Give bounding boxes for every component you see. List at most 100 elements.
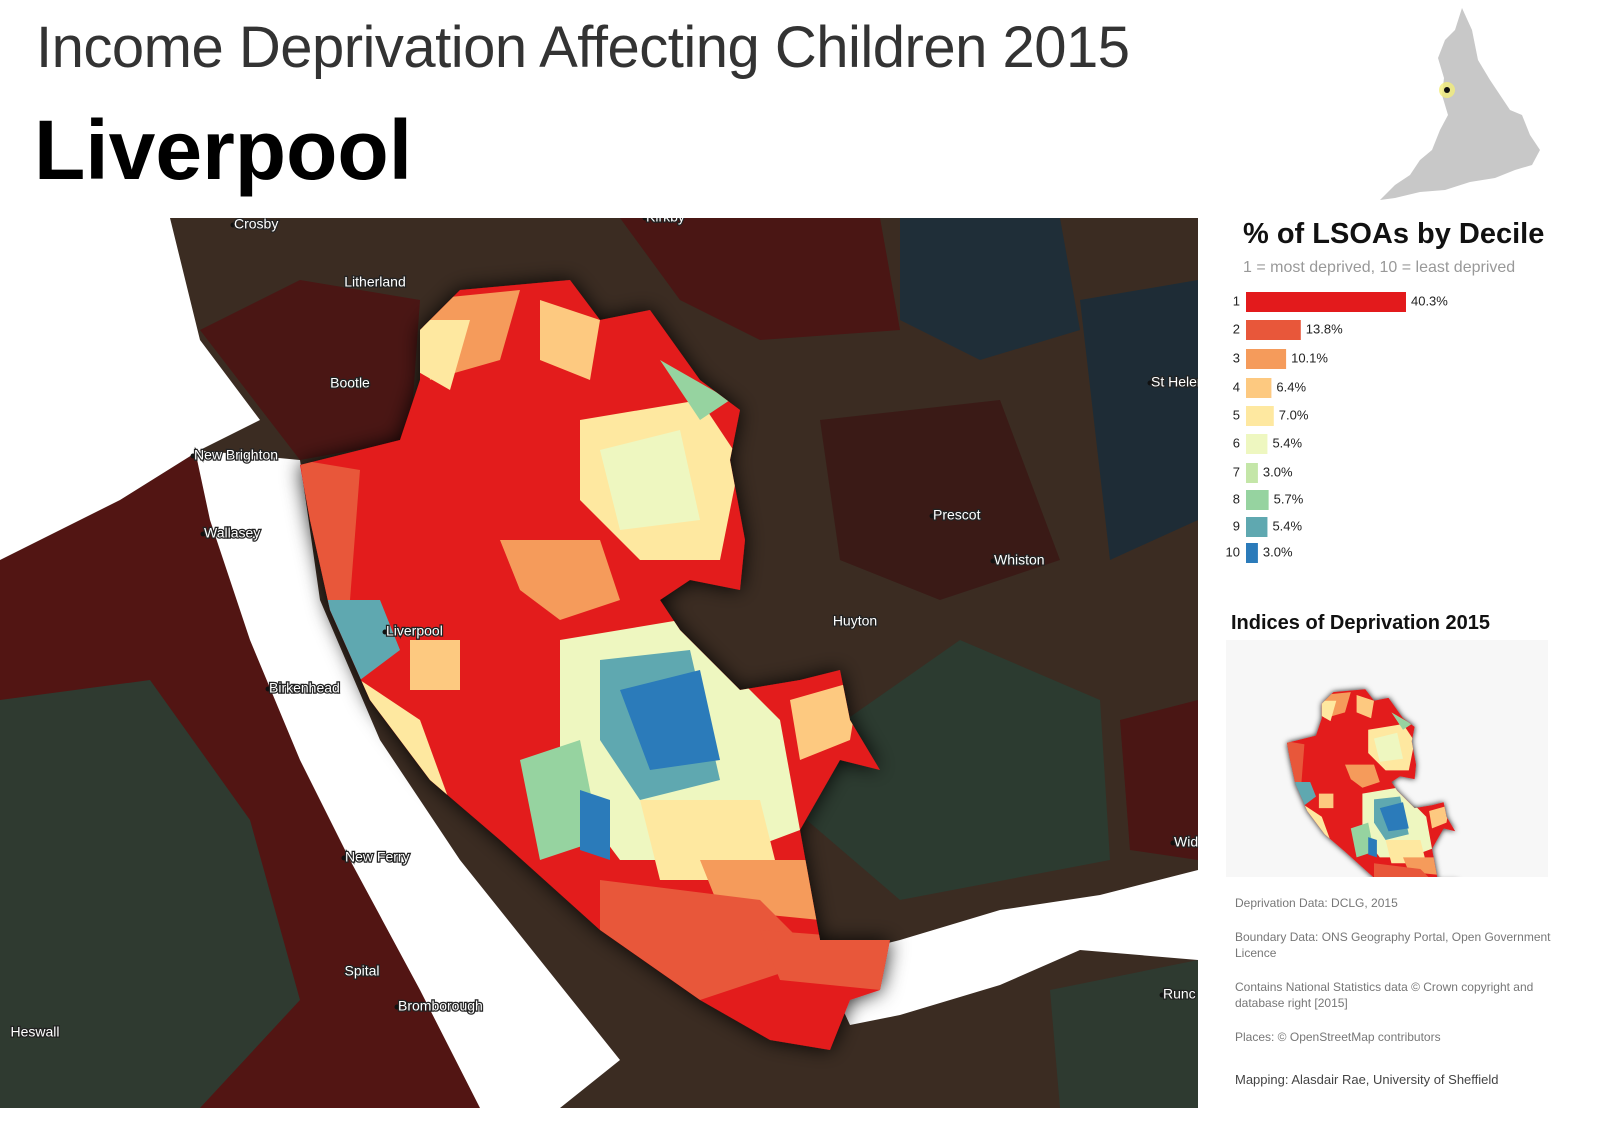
place-dot	[394, 1004, 400, 1010]
bar	[1246, 406, 1274, 426]
category-label: 10	[1226, 544, 1240, 559]
liverpool	[300, 280, 890, 1050]
lsoa	[1345, 764, 1380, 788]
category-label: 8	[1233, 491, 1240, 506]
place-dot	[230, 222, 236, 228]
bar	[1246, 490, 1269, 510]
place-label: St Helen	[1151, 374, 1198, 390]
lsoa	[1350, 822, 1374, 858]
area	[900, 218, 1080, 360]
lsoa	[600, 430, 700, 530]
place-label: Birkenhead	[269, 680, 340, 696]
upper-mersey	[820, 870, 1198, 1025]
area	[200, 280, 420, 460]
place-dot	[382, 629, 388, 635]
category-label: 3	[1233, 350, 1240, 365]
value-label: 40.3%	[1411, 293, 1448, 308]
value-label: 5.7%	[1274, 491, 1304, 506]
lsoa	[415, 320, 470, 390]
category-label: 2	[1233, 321, 1240, 336]
lsoa	[1320, 700, 1337, 722]
lsoa	[1292, 782, 1316, 806]
title: Income Deprivation Affecting Children 20…	[36, 15, 1130, 80]
liverpool-lsoas	[300, 290, 890, 1000]
place-label: Huyton	[833, 613, 877, 629]
category-label: 6	[1233, 435, 1240, 450]
chart-subtitle: 1 = most deprived, 10 = least deprived	[1243, 259, 1516, 276]
map: Crosby Kirkby Litherland Bootle St Helen New …	[0, 218, 1198, 1108]
mersey	[195, 450, 620, 1108]
lsoa	[760, 930, 890, 990]
place-label: Wid	[1174, 834, 1198, 850]
place-label: Whiston	[994, 552, 1045, 568]
value-label: 7.0%	[1279, 407, 1309, 422]
bar	[1246, 543, 1258, 563]
credit: Deprivation Data: DCLG, 2015	[1235, 896, 1398, 910]
place-label: Wallasey	[204, 525, 260, 541]
place-label: Liverpool	[386, 623, 443, 639]
place-label: New Brighton	[194, 447, 278, 463]
place-dot	[1170, 840, 1176, 846]
lsoa	[1379, 802, 1409, 832]
inset-map	[1226, 640, 1548, 877]
lsoa	[600, 880, 820, 1000]
place-dot	[642, 218, 648, 221]
bar	[1246, 292, 1406, 312]
lsoa	[540, 300, 600, 380]
value-label: 5.4%	[1272, 435, 1302, 450]
irish-sea	[0, 218, 260, 560]
value-label: 3.0%	[1263, 544, 1293, 559]
lsoa	[1429, 805, 1450, 829]
credit: Places: © OpenStreetMap contributors	[1235, 1030, 1441, 1044]
bar	[1246, 434, 1268, 454]
place-dot	[1147, 380, 1153, 386]
lsoa	[1374, 863, 1438, 877]
england-shape	[1380, 8, 1540, 200]
place-name: Liverpool	[34, 103, 413, 197]
chart-title: % of LSOAs by Decile	[1243, 218, 1545, 250]
area	[0, 680, 300, 1108]
lsoa	[1356, 695, 1374, 719]
lsoa	[1374, 732, 1403, 762]
bar	[1246, 349, 1287, 369]
value-label: 3.0%	[1263, 464, 1293, 479]
place-label: New Ferry	[345, 849, 410, 865]
place-label: Litherland	[344, 274, 406, 290]
inset-title: Indices of Deprivation 2015	[1231, 612, 1490, 634]
place-dot	[341, 855, 347, 861]
place-dot	[929, 513, 935, 519]
bar	[1246, 517, 1268, 537]
lsoa	[1318, 793, 1334, 809]
lsoa	[1391, 712, 1412, 730]
place-label: Crosby	[234, 218, 278, 232]
area	[620, 218, 900, 340]
place-label: Bootle	[330, 375, 370, 391]
value-label: 6.4%	[1276, 379, 1306, 394]
area	[1080, 280, 1198, 560]
water	[0, 218, 1198, 1108]
area	[1120, 700, 1198, 860]
lsoa	[320, 600, 400, 680]
category-label: 9	[1233, 518, 1240, 533]
lsoa	[1368, 837, 1377, 858]
place-dot	[190, 453, 196, 459]
place-dot	[1159, 992, 1165, 998]
credit: Mapping: Alasdair Rae, University of She…	[1235, 1072, 1499, 1087]
place-dot	[990, 558, 996, 564]
place-dot	[265, 686, 271, 692]
category-label: 5	[1233, 407, 1240, 422]
lsoa	[1385, 840, 1427, 864]
category-label: 4	[1233, 379, 1240, 394]
place-label: Prescot	[933, 507, 981, 523]
place-label: Kirkby	[646, 218, 685, 225]
area	[820, 400, 1060, 600]
lsoa	[790, 680, 860, 760]
decile-chart: 1 40.3% 2 13.8% 3 10.1% 4 6.4% 5 7.0% 6 5.4% 7 3.0% 8 5…	[1226, 292, 1448, 563]
locator-dot	[1444, 87, 1450, 93]
value-label: 5.4%	[1272, 518, 1302, 533]
lsoa	[660, 360, 730, 420]
credit: Boundary Data: ONS Geography Portal, Ope…	[1235, 930, 1551, 960]
category-label: 7	[1233, 464, 1240, 479]
lsoa	[410, 640, 460, 690]
